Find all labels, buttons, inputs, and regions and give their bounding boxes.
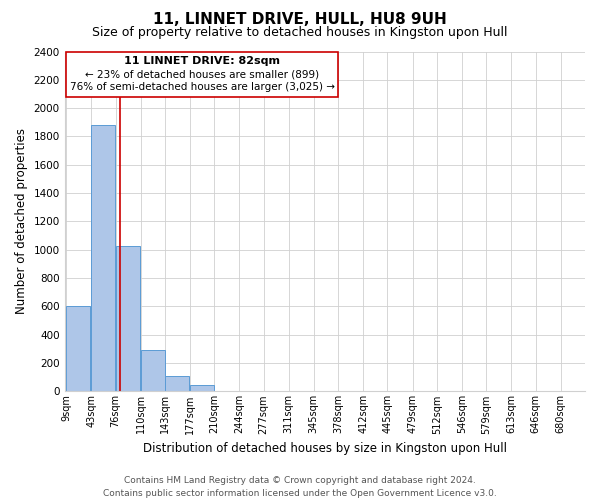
Bar [67,306,90,392]
Bar [190,385,214,392]
Bar [116,246,140,392]
FancyBboxPatch shape [66,52,338,97]
Text: ← 23% of detached houses are smaller (899): ← 23% of detached houses are smaller (89… [85,69,319,79]
Text: Contains HM Land Registry data © Crown copyright and database right 2024.
Contai: Contains HM Land Registry data © Crown c… [103,476,497,498]
Bar [141,350,165,392]
Text: Size of property relative to detached houses in Kingston upon Hull: Size of property relative to detached ho… [92,26,508,39]
Bar [165,376,189,392]
Text: 76% of semi-detached houses are larger (3,025) →: 76% of semi-detached houses are larger (… [70,82,335,92]
Bar [91,125,115,392]
Y-axis label: Number of detached properties: Number of detached properties [15,128,28,314]
X-axis label: Distribution of detached houses by size in Kingston upon Hull: Distribution of detached houses by size … [143,442,507,455]
Text: 11 LINNET DRIVE: 82sqm: 11 LINNET DRIVE: 82sqm [124,56,280,66]
Text: 11, LINNET DRIVE, HULL, HU8 9UH: 11, LINNET DRIVE, HULL, HU8 9UH [153,12,447,28]
